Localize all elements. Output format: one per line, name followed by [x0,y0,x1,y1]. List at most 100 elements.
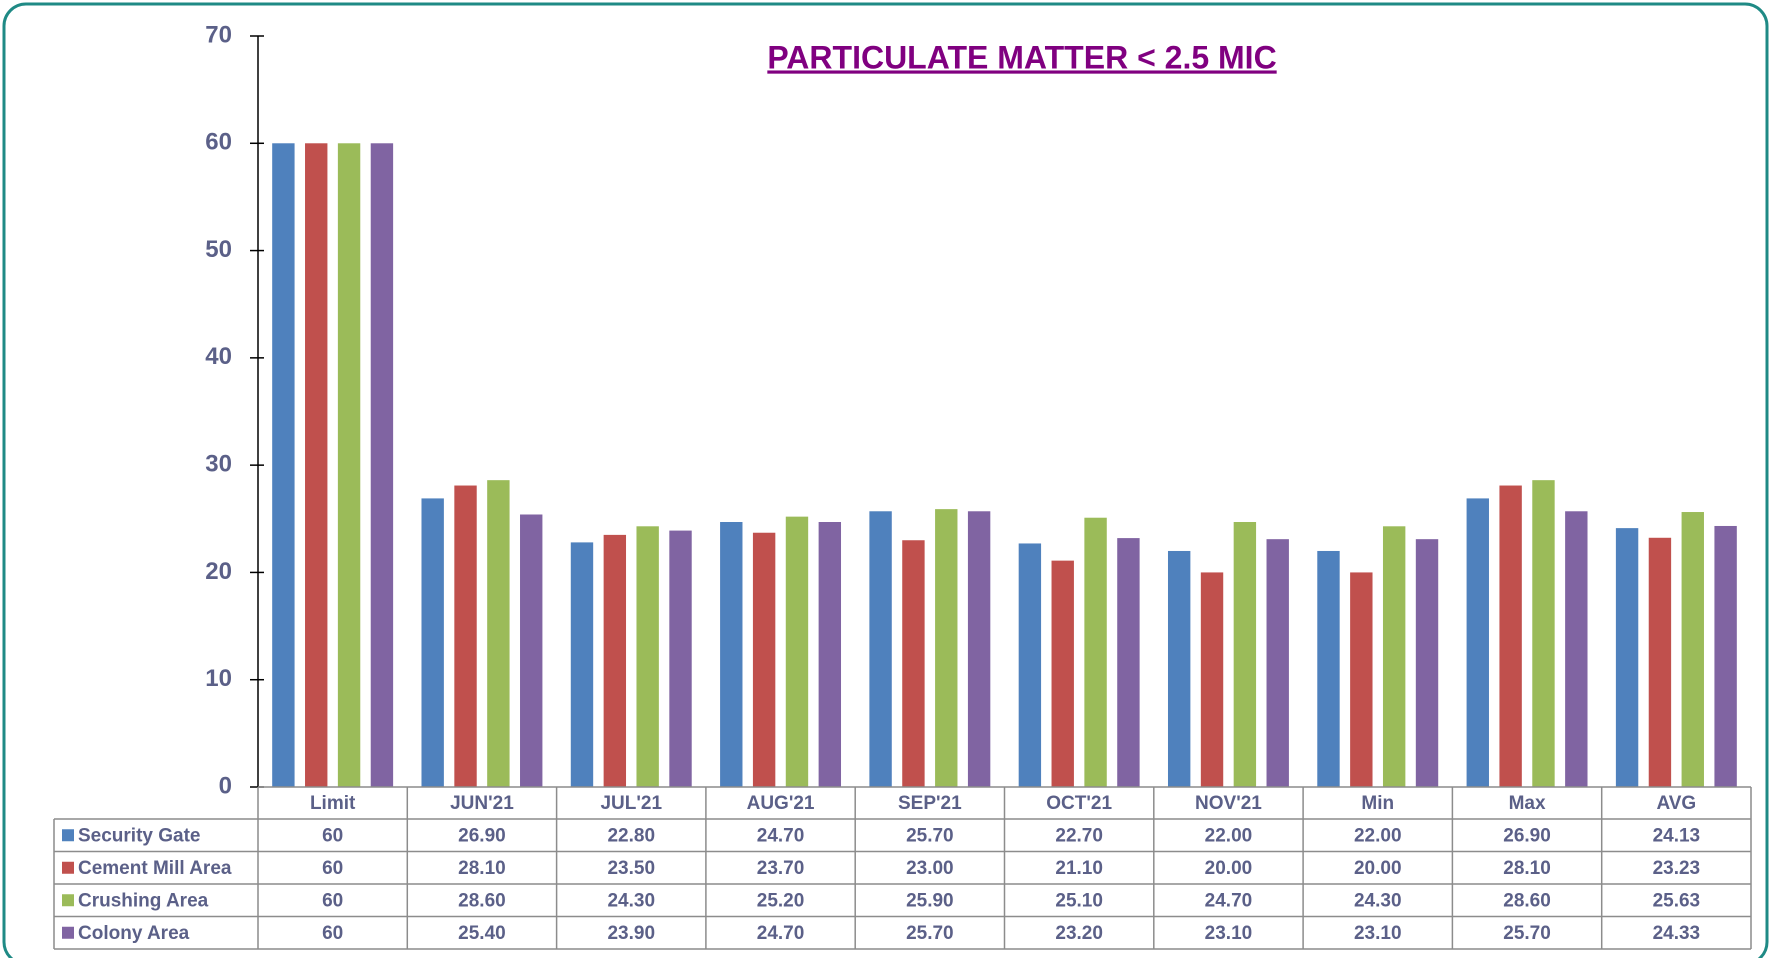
x-tick-label: Limit [310,793,356,814]
bar [570,542,594,787]
y-tick-label: 10 [205,665,232,692]
y-tick-label: 60 [205,129,232,156]
bar [1317,550,1340,787]
table-value: 26.90 [1503,825,1551,846]
bar [785,516,809,787]
bar [1018,543,1042,787]
legend-swatch [62,926,74,939]
bar [454,485,477,787]
table-value: 60 [322,923,343,944]
table-value: 23.70 [757,858,805,879]
x-tick-label: OCT'21 [1046,793,1112,814]
legend-swatch [62,829,74,842]
bar [487,480,510,787]
table-value: 23.00 [906,858,954,879]
table-value: 25.63 [1653,890,1701,911]
table-value: 25.10 [1055,890,1103,911]
bar [421,498,444,787]
table-value: 22.00 [1205,825,1253,846]
bar [1532,480,1555,787]
table-value: 23.23 [1653,858,1701,879]
legend-label: Crushing Area [78,890,209,911]
bar [636,526,659,787]
bar [1714,525,1737,787]
legend-label: Colony Area [78,923,190,944]
bar [1233,522,1257,787]
table-value: 23.90 [607,923,655,944]
x-tick-label: JUL'21 [600,793,662,814]
bar [1382,526,1406,787]
table-value: 25.70 [906,825,954,846]
bar [935,509,958,787]
bar [1051,560,1074,787]
table-value: 22.00 [1354,825,1402,846]
x-tick-label: NOV'21 [1195,793,1262,814]
table-value: 60 [322,858,343,879]
bar [967,511,991,787]
table-value: 24.70 [757,923,805,944]
table-value: 24.13 [1653,825,1701,846]
legend-label: Security Gate [78,825,201,846]
bar [1350,572,1373,787]
bar [1266,539,1289,787]
bar [1648,537,1672,787]
bar [520,514,543,787]
bar [1565,511,1588,787]
bar [1167,550,1191,787]
bar [1117,538,1140,787]
table-value: 60 [322,825,343,846]
y-tick-label: 50 [205,236,232,263]
bar [1499,485,1522,787]
table-value: 22.80 [607,825,655,846]
table-value: 23.10 [1205,923,1253,944]
bar [902,540,925,787]
table-value: 20.00 [1205,858,1253,879]
table-value: 24.70 [1205,890,1253,911]
table-value: 25.90 [906,890,954,911]
table-value: 23.10 [1354,923,1402,944]
bar [869,511,892,787]
legend-label: Cement Mill Area [78,858,232,879]
x-tick-label: Max [1509,793,1546,814]
table-value: 23.20 [1055,923,1103,944]
table-value: 24.70 [757,825,805,846]
chart-title: PARTICULATE MATTER < 2.5 MIC [767,39,1276,75]
bar [752,532,776,787]
table-value: 24.33 [1653,923,1701,944]
y-tick-label: 40 [205,343,232,370]
bar [1415,539,1439,787]
legend-swatch [62,861,74,874]
table-value: 23.50 [607,858,655,879]
bar [337,143,361,788]
bar [305,143,328,788]
bar [370,143,394,788]
legend-swatch [62,894,74,907]
x-tick-label: JUN'21 [450,793,514,814]
table-value: 21.10 [1055,858,1103,879]
table-value: 28.60 [1503,890,1551,911]
table-value: 22.70 [1055,825,1103,846]
x-tick-label: AUG'21 [747,793,815,814]
y-tick-label: 20 [205,558,232,585]
table-value: 25.40 [458,923,506,944]
table-value: 26.90 [458,825,506,846]
bar [1466,498,1489,787]
table-value: 25.20 [757,890,805,911]
x-tick-label: AVG [1656,793,1696,814]
table-value: 28.10 [1503,858,1551,879]
bar [720,522,743,787]
table-value: 20.00 [1354,858,1402,879]
bar [1084,517,1107,787]
bar [1681,512,1704,787]
bar [1615,528,1639,787]
y-tick-label: 30 [205,450,232,477]
y-tick-label: 70 [205,21,232,48]
table-value: 24.30 [1354,890,1402,911]
bar [669,530,692,787]
table-value: 28.60 [458,890,506,911]
bar [603,534,627,787]
table-value: 25.70 [1503,923,1551,944]
x-tick-label: Min [1361,793,1394,814]
